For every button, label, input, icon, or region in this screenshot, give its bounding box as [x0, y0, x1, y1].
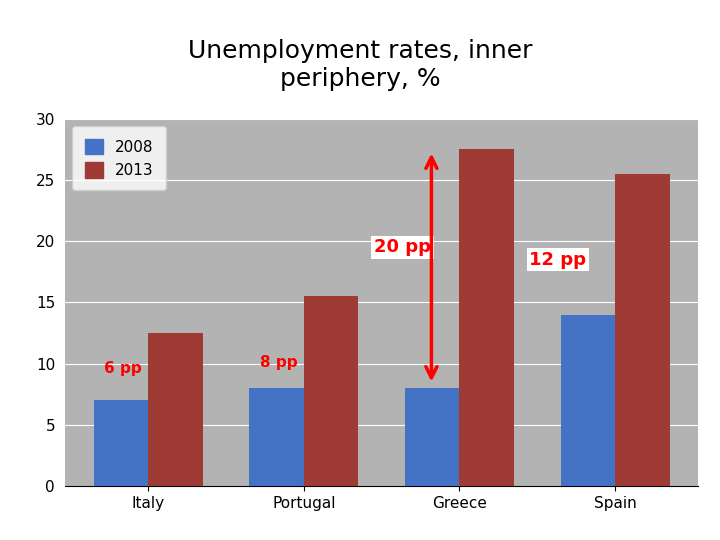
Bar	[459, 150, 514, 486]
Text: 8 pp: 8 pp	[260, 355, 298, 370]
Bar	[94, 400, 148, 486]
Bar	[405, 388, 459, 486]
Bar	[304, 296, 359, 486]
Bar	[148, 333, 202, 486]
Bar	[561, 315, 615, 486]
Legend: 2008, 2013: 2008, 2013	[73, 126, 166, 191]
Bar	[615, 174, 670, 486]
Text: 20 pp: 20 pp	[374, 238, 431, 256]
Text: 6 pp: 6 pp	[104, 361, 143, 376]
Text: Unemployment rates, inner
periphery, %: Unemployment rates, inner periphery, %	[188, 39, 532, 91]
Text: 12 pp: 12 pp	[529, 251, 587, 268]
Bar	[249, 388, 304, 486]
